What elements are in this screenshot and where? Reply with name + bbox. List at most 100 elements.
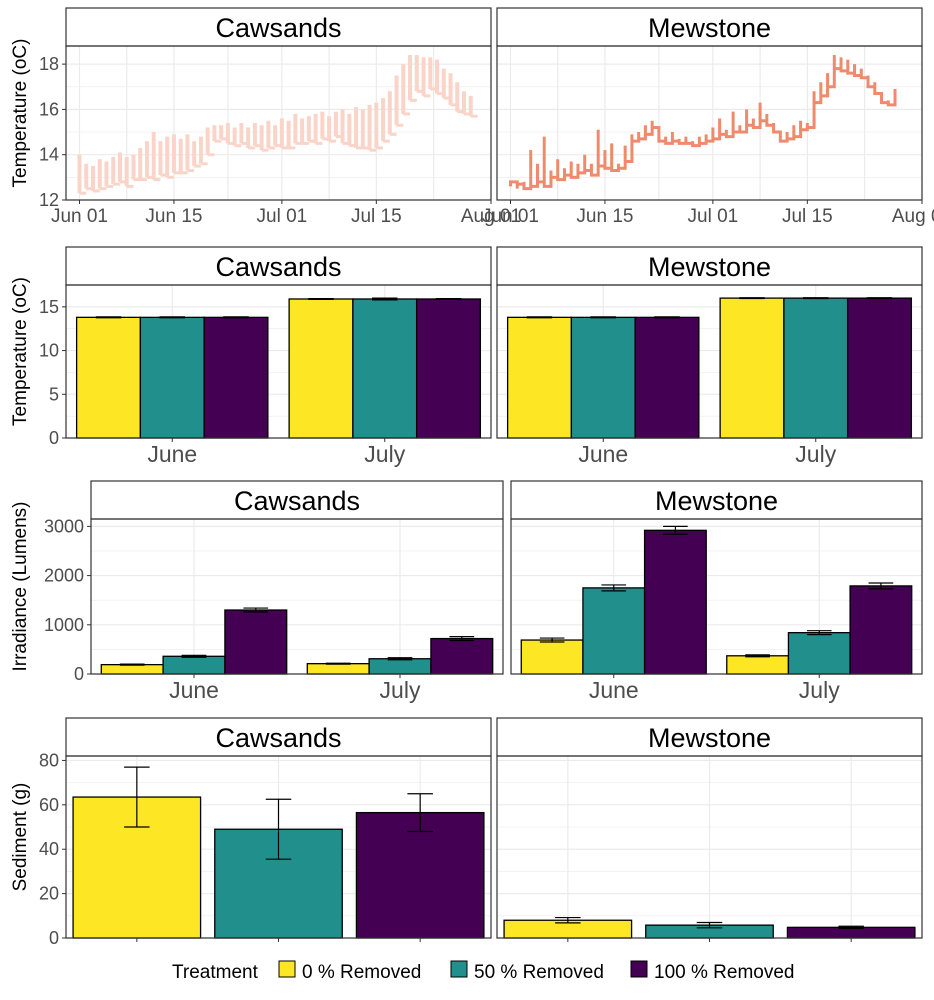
bar (520, 639, 584, 675)
y-tick-label: 12 (39, 190, 59, 210)
facet-strip (496, 717, 923, 757)
irradiance-bar-panels: Cawsands 0 1000 2000 3000 June July Mewstone Jun… (10, 480, 923, 703)
panel-border (65, 284, 492, 439)
legend-key-fifty-removed (450, 960, 468, 978)
temperature-series-line (508, 55, 897, 191)
legend-label-zero-removed: 0 % Removed (302, 962, 421, 983)
bar (355, 811, 485, 939)
temperature-series-panels: Cawsands 12 14 16 18 Jun 01 Jun 15 Jul 01 Jul 15… (10, 7, 934, 227)
legend-key-zero-removed (278, 960, 296, 978)
panel-background (66, 46, 491, 200)
bar (634, 316, 700, 439)
y-axis-title: Irradiance (Lumens) (10, 501, 31, 671)
panel-border (510, 518, 923, 675)
y-axis-title: Temperature (oC) (10, 39, 31, 188)
bar (726, 655, 790, 675)
panel-border (496, 284, 923, 439)
bar (570, 316, 636, 439)
facet-strip (90, 480, 504, 520)
facet-title: Cawsands (215, 252, 341, 282)
y-tick-label: 20 (39, 884, 59, 904)
x-tick-label: Aug 01 (892, 206, 934, 227)
bar (139, 316, 205, 439)
legend-title: Treatment (172, 962, 259, 983)
bar (846, 297, 913, 439)
bar (100, 664, 164, 675)
y-tick-label: 14 (39, 145, 59, 165)
y-tick-label: 5 (49, 384, 59, 404)
bar (75, 316, 142, 439)
x-tick-label: June (578, 441, 628, 467)
bar (288, 298, 354, 439)
temperature-bar-panels: Cawsands 0 5 10 15 June July Mewstone June July Te… (10, 246, 923, 467)
legend-label-hundred-removed: 100 % Removed (654, 962, 794, 983)
panel-border (90, 518, 504, 675)
y-tick-label: 1000 (44, 615, 84, 635)
y-tick-label: 3000 (44, 516, 84, 536)
bar (719, 297, 785, 439)
x-tick-label: June (169, 677, 219, 703)
facet-strip (65, 7, 492, 47)
x-tick-label: Jul 15 (782, 206, 833, 227)
facet-title: Cawsands (215, 723, 341, 753)
bar (787, 632, 851, 675)
x-tick-label: Jul 15 (351, 206, 402, 227)
facet-title: Cawsands (215, 13, 341, 43)
facet-strip (65, 717, 492, 757)
x-tick-label: June (589, 677, 639, 703)
x-tick-label: July (799, 677, 840, 703)
bar (368, 658, 432, 675)
x-tick-label: Jun 01 (482, 206, 539, 227)
x-tick-label: Jun 01 (51, 206, 108, 227)
y-axis-title: Temperature (oC) (10, 277, 31, 426)
bar (849, 585, 913, 675)
panel-border (496, 45, 923, 201)
facet-strip (496, 246, 923, 286)
facet-strip (510, 480, 923, 520)
y-tick-label: 2000 (44, 566, 84, 586)
bar (415, 298, 482, 439)
y-tick-label: 60 (39, 795, 59, 815)
x-tick-label: Jul 01 (688, 206, 739, 227)
y-tick-label: 40 (39, 839, 59, 859)
y-tick-label: 0 (49, 428, 59, 448)
panel-border (65, 45, 492, 201)
x-tick-label: July (795, 441, 836, 467)
y-tick-label: 0 (49, 928, 59, 948)
panel-background (497, 46, 922, 200)
facet-strip (65, 246, 492, 286)
legend: Treatment 0 % Removed 50 % Removed 100 %… (172, 960, 794, 983)
legend-label-fifty-removed: 50 % Removed (474, 962, 604, 983)
sediment-bar-panels: Cawsands 0 20 40 60 80 Mewstone Sediment (g) (10, 717, 923, 948)
facet-title: Mewstone (648, 252, 771, 282)
x-tick-label: Aug 01 (461, 206, 521, 227)
y-axis-title: Sediment (g) (10, 783, 31, 892)
y-tick-label: 80 (39, 750, 59, 770)
facet-title: Mewstone (655, 486, 778, 516)
bar (306, 663, 370, 675)
x-tick-label: July (364, 441, 405, 467)
facet-title: Mewstone (648, 723, 771, 753)
facet-title: Cawsands (234, 486, 360, 516)
facet-title: Mewstone (648, 13, 771, 43)
legend-key-hundred-removed (630, 960, 648, 978)
facet-strip (496, 7, 923, 47)
bar (352, 298, 418, 439)
bar (783, 297, 849, 439)
x-tick-label: July (380, 677, 421, 703)
y-tick-label: 16 (39, 99, 59, 119)
bar (643, 529, 707, 675)
bar (506, 316, 573, 439)
bar (203, 316, 269, 439)
x-tick-label: June (147, 441, 197, 467)
bar (582, 587, 646, 675)
y-tick-label: 0 (74, 664, 84, 684)
x-tick-label: Jun 15 (145, 206, 202, 227)
y-tick-label: 18 (39, 54, 59, 74)
bar (162, 655, 226, 675)
y-tick-label: 15 (39, 297, 59, 317)
bar (224, 609, 288, 675)
y-tick-label: 10 (39, 341, 59, 361)
x-tick-label: Jun 15 (576, 206, 633, 227)
